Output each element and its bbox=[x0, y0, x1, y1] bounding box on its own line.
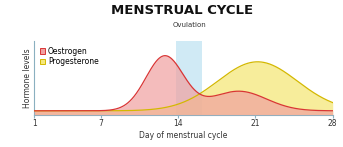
Text: Ovulation: Ovulation bbox=[172, 22, 206, 28]
X-axis label: Day of menstrual cycle: Day of menstrual cycle bbox=[139, 131, 228, 140]
Y-axis label: Hormone levels: Hormone levels bbox=[23, 48, 32, 108]
Bar bbox=[176, 41, 202, 115]
Text: MENSTRUAL CYCLE: MENSTRUAL CYCLE bbox=[111, 4, 253, 17]
Legend: Oestrogen, Progesterone: Oestrogen, Progesterone bbox=[38, 45, 100, 68]
